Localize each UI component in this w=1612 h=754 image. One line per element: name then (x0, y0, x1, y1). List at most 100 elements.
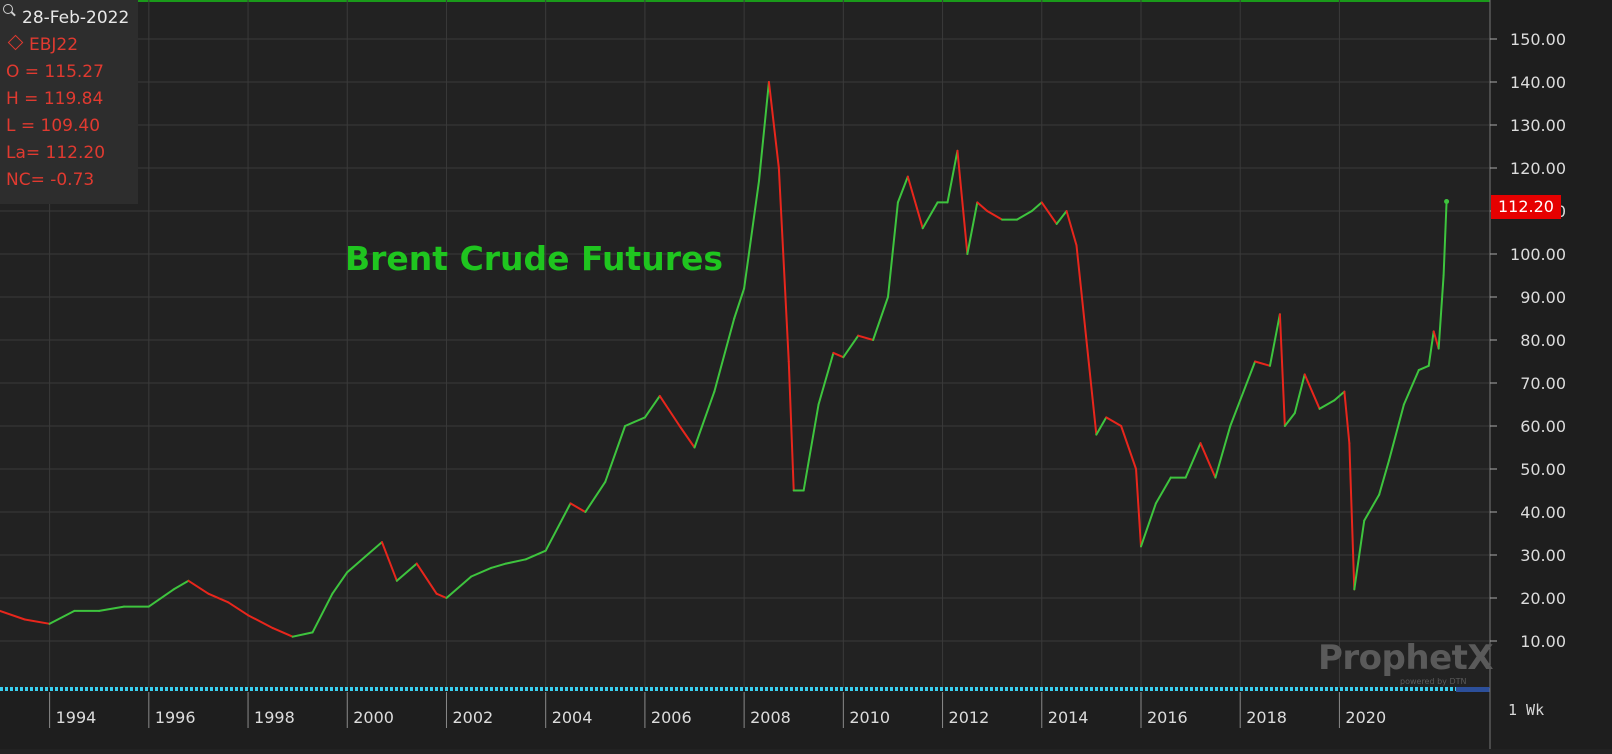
x-tick-label: 2016 (1147, 708, 1188, 727)
high-value: H = 119.84 (6, 89, 104, 109)
series-segment-up (896, 175, 909, 204)
y-tick-label: 10.00 (1520, 632, 1566, 651)
series-segment-up (713, 317, 736, 393)
series-segment-up (1318, 399, 1336, 410)
series-segment-up (1293, 373, 1306, 415)
plot-background (0, 0, 1490, 688)
series-segment-down (1120, 425, 1138, 470)
y-axis: 10.00 20.00 30.00 40.00 50.00 60.00 70.00 80.00… (1489, 0, 1612, 688)
series-segment-down (1075, 244, 1088, 341)
x-tick-label: 2018 (1246, 708, 1287, 727)
quote-date: 28-Feb-2022 (22, 8, 130, 28)
x-tick-label: 2020 (1345, 708, 1386, 727)
y-tick-label: 140.00 (1510, 73, 1566, 92)
series-segment-down (1432, 330, 1440, 350)
series-segment-down (956, 149, 969, 255)
series-segment-up (291, 631, 314, 638)
series-segment-up (872, 296, 889, 341)
symbol-code: EBJ22 (29, 35, 79, 55)
brand-watermark: ProphetX (1318, 638, 1494, 678)
series-segment-down (787, 360, 795, 492)
series-segment-down (767, 81, 780, 169)
series-segment-up (1030, 201, 1043, 212)
series-segment-up (1184, 442, 1202, 479)
series-segment-down (271, 627, 294, 638)
series-segment-down (415, 562, 438, 595)
x-tick-label: 1996 (155, 708, 196, 727)
series-segment-up (1388, 403, 1405, 462)
series-segment-up (921, 201, 939, 230)
series-segment-down (1278, 313, 1286, 427)
series-segment-up (505, 558, 527, 565)
x-tick-label: 2012 (949, 708, 990, 727)
series-segment-down (247, 614, 274, 630)
symbol-row: EBJ22 (6, 34, 79, 55)
series-segment-up (346, 554, 369, 574)
search-icon[interactable] (3, 4, 13, 14)
series-segment-up (544, 502, 572, 552)
series-segment-down (227, 601, 250, 617)
series-segment-up (1214, 425, 1232, 479)
y-tick-label: 90.00 (1520, 288, 1566, 307)
x-tick-label: 2008 (750, 708, 791, 727)
series-segment-up (758, 81, 770, 182)
x-tick-label: 2004 (552, 708, 593, 727)
series-segment-down (777, 167, 790, 363)
y-axis-panel[interactable] (1490, 0, 1612, 688)
net-change-value: NC= -0.73 (6, 170, 95, 190)
series-segment-down (435, 592, 448, 599)
series-segment-up (1055, 210, 1068, 225)
x-tick-label: 2002 (452, 708, 493, 727)
y-tick-label: 30.00 (1520, 546, 1566, 565)
series-segment-up (802, 403, 820, 492)
series-segment-down (832, 351, 845, 359)
series-segment-up (1333, 390, 1346, 402)
x-tick-label: 2000 (353, 708, 394, 727)
series-segment-up (311, 592, 334, 634)
series-segment-up (147, 588, 175, 608)
series-segment-down (1085, 339, 1098, 436)
diamond-icon[interactable] (7, 34, 24, 51)
series-segment-up (1154, 476, 1172, 505)
y-tick-label: 70.00 (1520, 374, 1566, 393)
series-segment-down (986, 210, 1004, 221)
series-segment-up (172, 579, 190, 591)
y-tick-label: 130.00 (1510, 116, 1566, 135)
series-segment-down (187, 579, 210, 595)
x-tick-label: 2014 (1048, 708, 1089, 727)
series-segment-up (1095, 416, 1108, 436)
series-segment-down (1303, 373, 1321, 410)
series-segment-down (976, 201, 989, 212)
y-tick-label: 50.00 (1520, 460, 1566, 479)
quote-info-panel: 28-Feb-2022 EBJ22 O = 115.27 H = 119.84 … (0, 0, 138, 204)
series-segment-up (48, 609, 76, 625)
chart-annotation: Brent Crude Futures (345, 239, 724, 278)
x-tick-label: 2010 (849, 708, 890, 727)
series-segment-up (966, 201, 979, 255)
x-axis-panel[interactable] (0, 688, 1612, 749)
series-segment-down (1254, 360, 1271, 367)
series-segment-up (1015, 210, 1033, 221)
y-tick-label: 120.00 (1510, 159, 1566, 178)
series-segment-down (1065, 210, 1078, 247)
series-segment-down (1348, 442, 1356, 591)
series-segment-up (643, 394, 661, 419)
y-tick-label: 20.00 (1520, 589, 1566, 608)
open-value: O = 115.27 (6, 62, 104, 82)
y-tick-label: 60.00 (1520, 417, 1566, 436)
low-value: L = 109.40 (6, 116, 101, 136)
series-segment-down (678, 425, 696, 449)
interval-label[interactable]: 1 Wk (1508, 701, 1545, 719)
scrollbar-thumb[interactable] (1456, 687, 1490, 692)
series-segment-down (569, 502, 587, 513)
x-tick-label: 2006 (651, 708, 692, 727)
series-segment-up (817, 351, 835, 406)
quote-date-row: 28-Feb-2022 (3, 4, 130, 28)
series-segment-up (842, 334, 860, 359)
series-segment-up (1268, 313, 1281, 367)
last-price-tag: 112.20 (1491, 195, 1561, 219)
series-segment-up (490, 562, 508, 569)
series-segment-down (1343, 390, 1351, 445)
